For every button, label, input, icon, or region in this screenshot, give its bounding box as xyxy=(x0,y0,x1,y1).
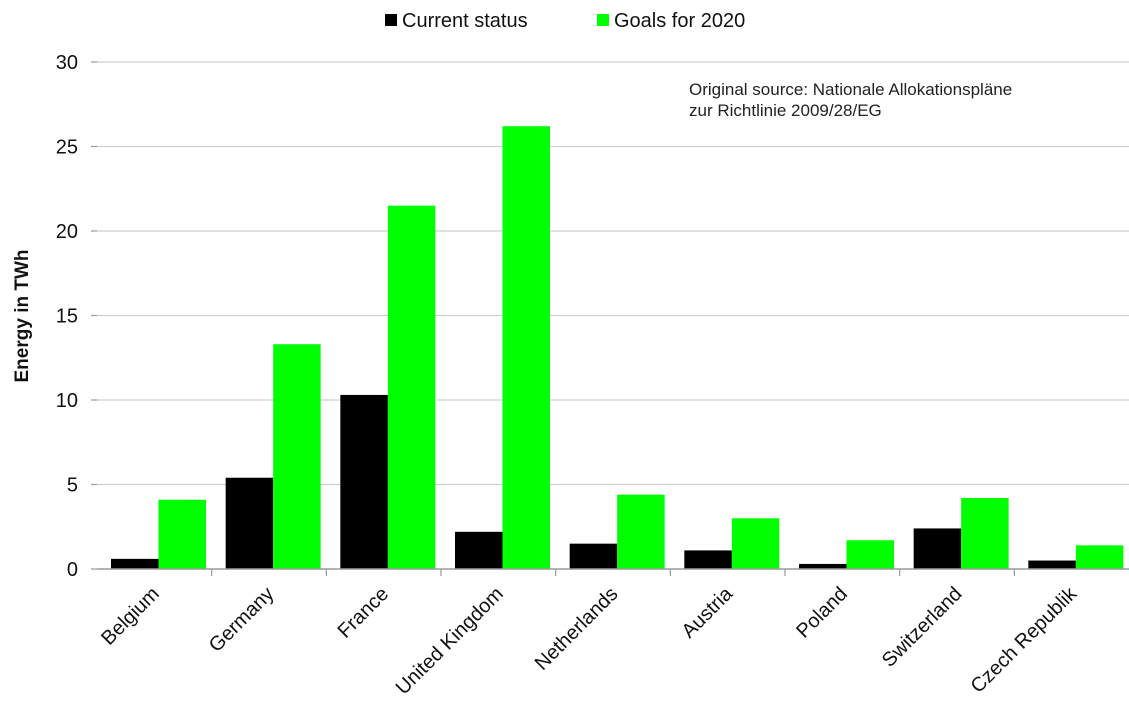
legend-label-goals-2020: Goals for 2020 xyxy=(614,10,745,32)
bar-current-status xyxy=(1028,560,1076,569)
x-tick-label: Germany xyxy=(205,583,279,657)
bar-current-status xyxy=(225,477,274,569)
x-tick-label: France xyxy=(334,583,394,643)
y-tick-label: 0 xyxy=(67,559,78,581)
y-tick-label: 20 xyxy=(56,221,78,243)
x-tick-label: Poland xyxy=(792,583,852,643)
y-tick-label: 30 xyxy=(56,52,78,74)
y-tick-label: 10 xyxy=(56,390,78,412)
bar-current-status xyxy=(799,563,847,569)
x-tick-label: Netherlands xyxy=(531,583,623,675)
y-axis-ticks: 0 5 10 15 20 25 30 xyxy=(56,52,97,581)
legend-swatch-goals-2020 xyxy=(597,14,609,26)
legend: Current status Goals for 2020 xyxy=(385,10,745,32)
bar-current-status xyxy=(340,394,388,569)
bar-goals-2020 xyxy=(846,540,894,569)
bar-current-status xyxy=(913,528,962,569)
x-tick-label: Czech Republik xyxy=(967,582,1082,697)
bar-current-status xyxy=(569,543,618,569)
bar-current-status xyxy=(684,550,732,569)
source-annotation-line-2: zur Richtlinie 2009/28/EG xyxy=(689,101,882,120)
bar-goals-2020 xyxy=(273,344,321,569)
bar-goals-2020 xyxy=(502,126,550,569)
bar-goals-2020 xyxy=(1075,545,1124,569)
bars xyxy=(111,126,1124,569)
bar-current-status xyxy=(455,531,503,569)
bar-goals-2020 xyxy=(387,205,436,569)
x-tick-label: Switzerland xyxy=(878,583,967,672)
source-annotation-line-1: Original source: Nationale Allokationspl… xyxy=(689,80,1013,99)
bar-goals-2020 xyxy=(158,499,206,569)
x-tick-label: United Kingdom xyxy=(392,583,508,699)
source-annotation: Original source: Nationale Allokationspl… xyxy=(689,79,1012,121)
y-tick-label: 5 xyxy=(67,475,78,497)
y-axis-label: Energy in TWh xyxy=(12,250,33,383)
bar-goals-2020 xyxy=(961,498,1009,569)
legend-swatch-current-status xyxy=(385,14,397,26)
bar-goals-2020 xyxy=(617,494,665,569)
x-tick-label: Belgium xyxy=(97,583,164,650)
gridlines xyxy=(97,61,1129,486)
x-tick-label: Austria xyxy=(678,582,738,642)
bar-goals-2020 xyxy=(731,518,780,569)
y-tick-label: 25 xyxy=(56,137,78,159)
bar-current-status xyxy=(111,558,159,569)
y-tick-label: 15 xyxy=(56,306,78,328)
legend-label-current-status: Current status xyxy=(402,10,528,32)
